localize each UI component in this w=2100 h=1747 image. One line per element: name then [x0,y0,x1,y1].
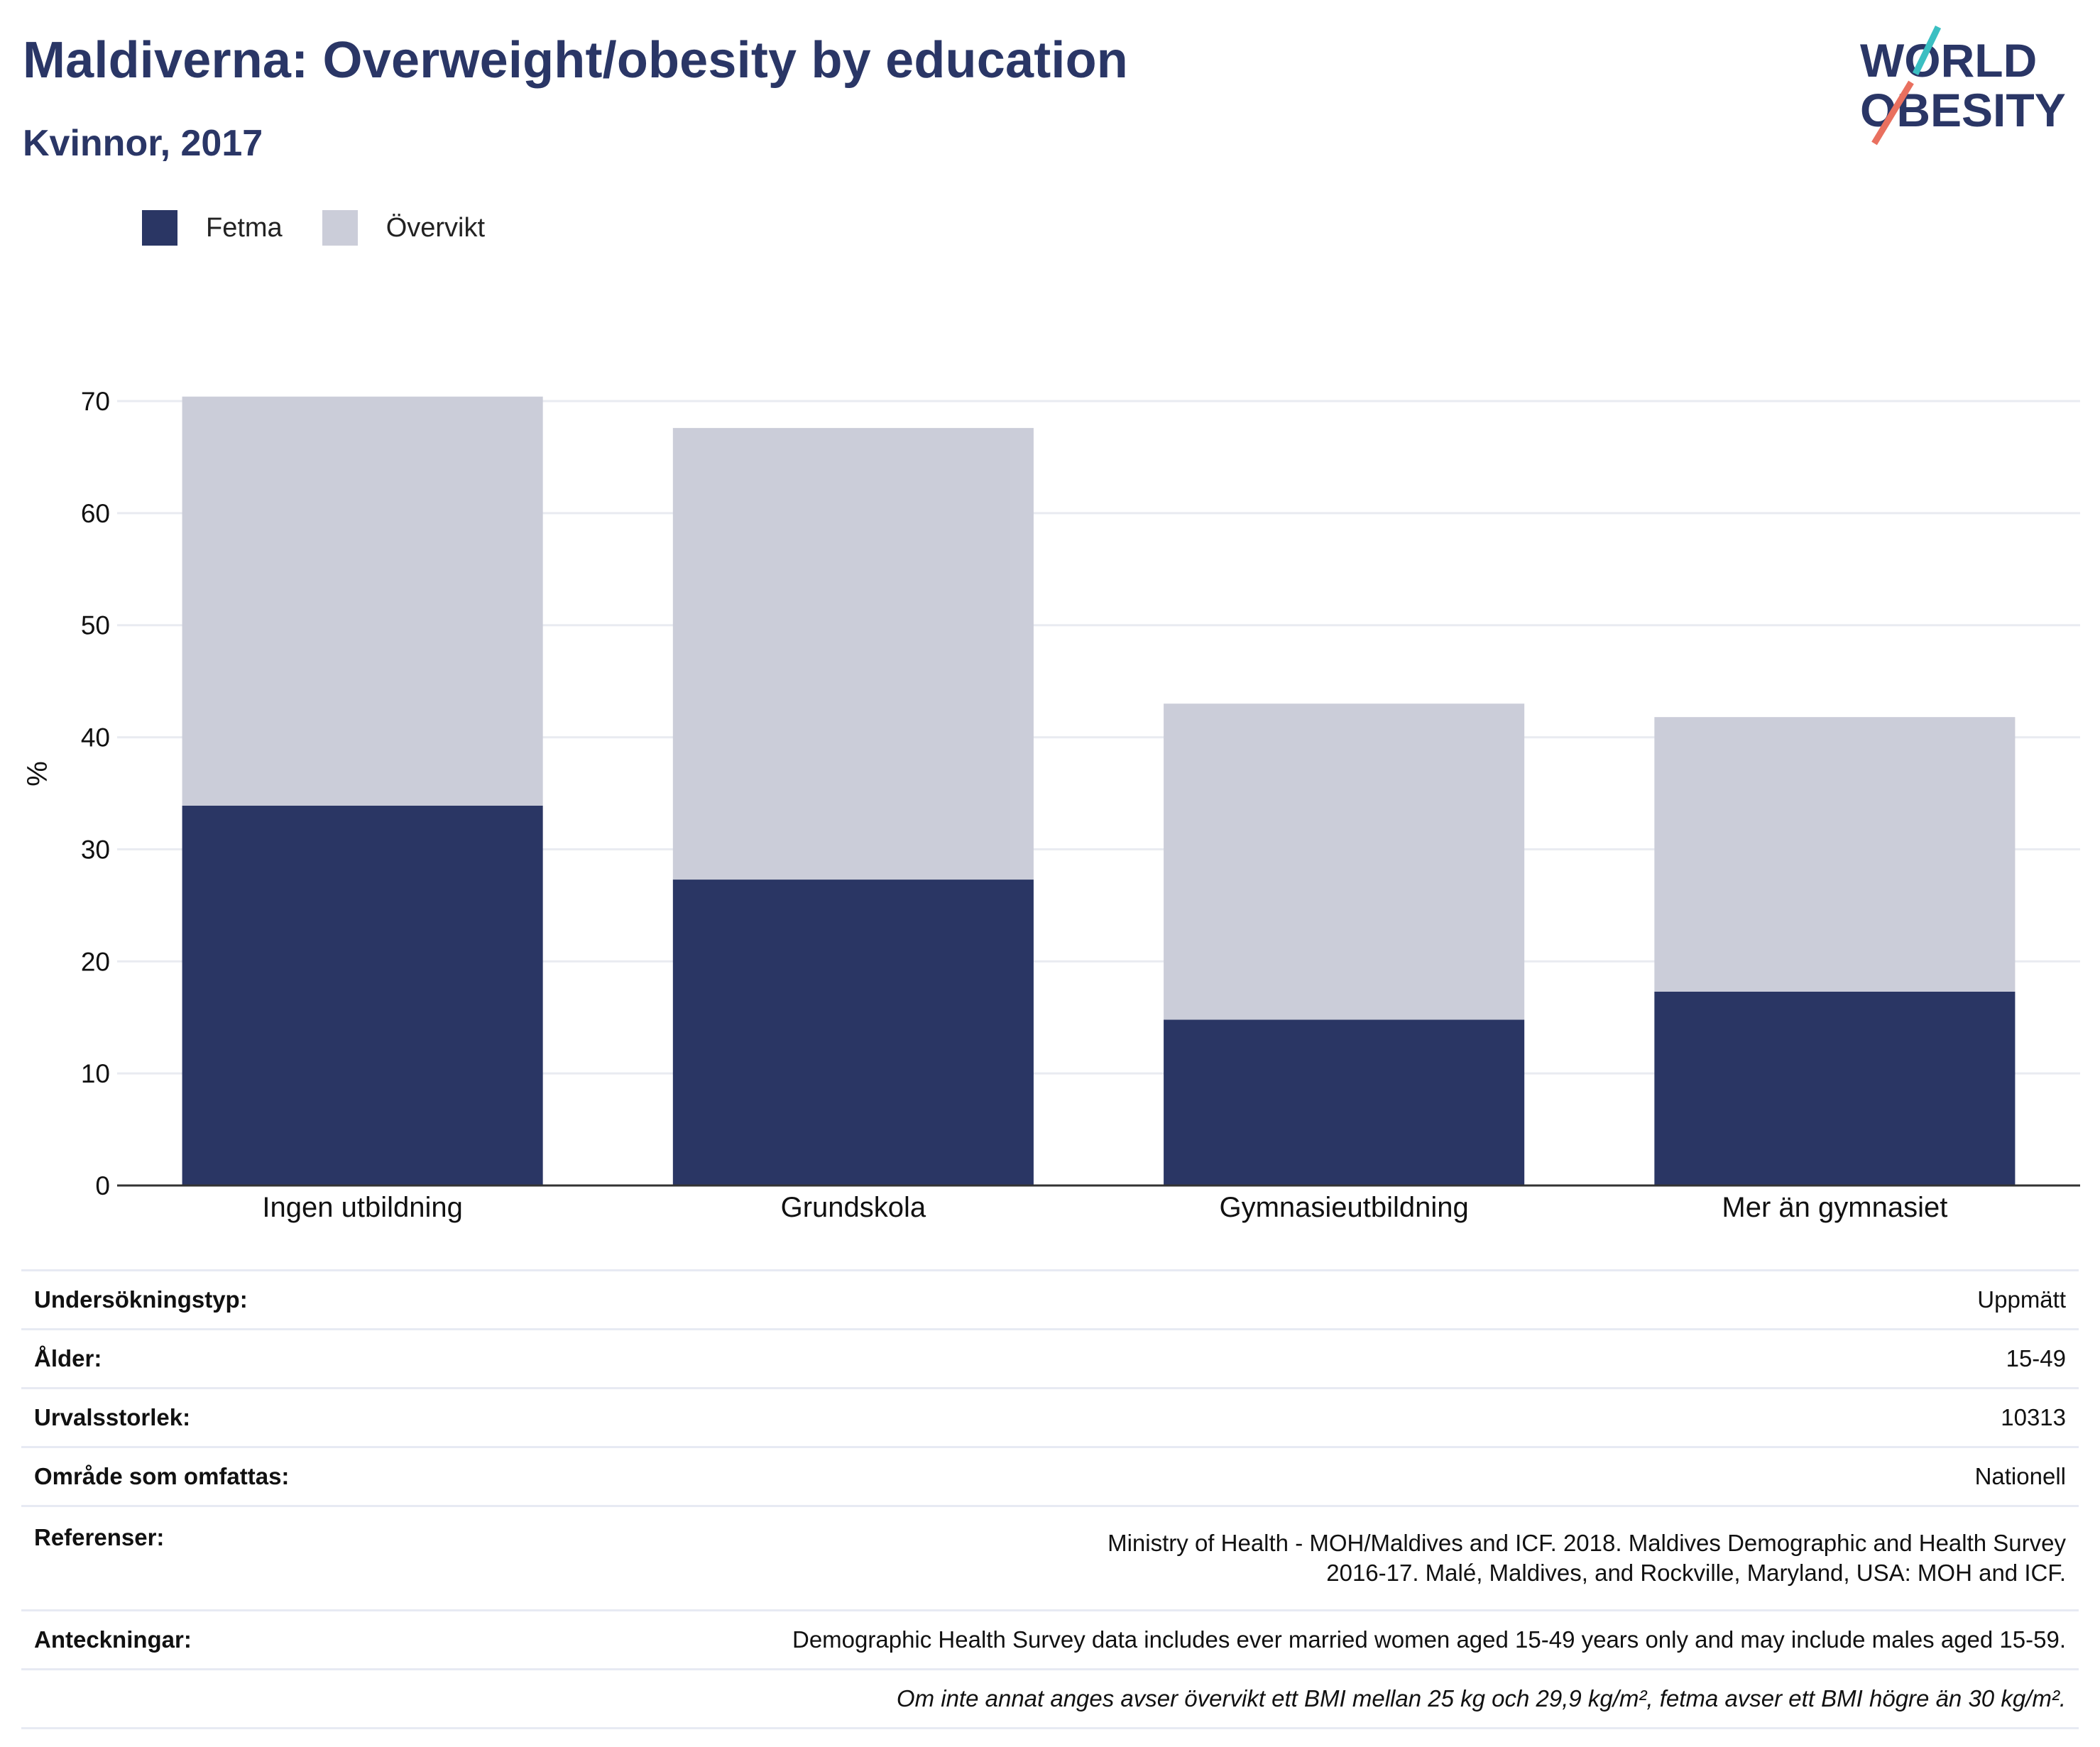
y-axis-label: % [22,761,53,787]
x-axis-ticks: Ingen utbildning Grundskola Gymnasieutbild… [262,1192,1947,1223]
x-tick-label: Gymnasieutbildning [1219,1192,1468,1223]
info-row-footnote: Om inte annat anges avser övervikt ett B… [21,1668,2079,1729]
info-label: Område som omfattas: [21,1446,544,1506]
legend-swatch-overvikt [322,210,358,246]
chart-title: Maldiverna: Overweight/obesity by educat… [23,32,1128,89]
logo-slash-coral [1871,80,1914,146]
chart-legend: Fetma Övervikt [142,210,525,246]
footnote: Om inte annat anges avser övervikt ett B… [544,1668,2079,1729]
y-axis-ticks: 0 10 20 30 40 50 60 70 [81,387,110,1200]
y-tick-label: 20 [81,947,110,976]
legend-swatch-fetma [142,210,177,246]
legend-label-fetma: Fetma [206,212,283,243]
legend-item-overvikt[interactable]: Övervikt [322,210,485,246]
info-value: Ministry of Health - MOH/Maldives and IC… [544,1505,2079,1611]
info-value: 15-49 [544,1328,2079,1389]
y-tick-label: 40 [81,723,110,752]
y-tick-label: 60 [81,499,110,528]
bar-overvikt[interactable] [672,427,1034,880]
info-row-age: Ålder: 15-49 [21,1328,2079,1389]
info-label: Referenser: [21,1505,544,1611]
info-label: Urvalsstorlek: [21,1387,544,1447]
chart-subtitle: Kvinnor, 2017 [23,123,263,164]
stacked-bar-chart: 0 10 20 30 40 50 60 70 Ingen utbildning Grundsko… [22,387,2080,1223]
x-tick-label: Ingen utbildning [262,1192,462,1223]
info-label: Ålder: [21,1328,544,1389]
y-tick-label: 30 [81,835,110,864]
y-tick-label: 70 [81,387,110,416]
bar-fetma[interactable] [672,880,1034,1185]
legend-label-overvikt: Övervikt [385,212,486,243]
y-tick-label: 50 [81,611,110,640]
logo-text-world: WORLD [1860,34,2037,87]
bar-overvikt[interactable] [1164,703,1525,1020]
info-row-sample-size: Urvalsstorlek: 10313 [21,1387,2079,1447]
info-label: Anteckningar: [21,1609,544,1670]
info-table: Undersökningstyp: Uppmätt Ålder: 15-49 U… [21,1269,2079,1729]
y-tick-label: 0 [95,1171,110,1200]
info-value: Demographic Health Survey data includes … [544,1609,2079,1670]
logo-slash-teal [1912,26,1942,75]
info-label: Undersökningstyp: [21,1269,544,1330]
info-row-references: Referenser: Ministry of Health - MOH/Mal… [21,1505,2079,1611]
bar-fetma[interactable] [1164,1019,1525,1185]
x-tick-label: Grundskola [781,1192,926,1223]
legend-item-fetma[interactable]: Fetma [142,210,283,246]
world-obesity-logo: WORLD OBESITY [1860,26,2066,146]
info-row-survey-type: Undersökningstyp: Uppmätt [21,1269,2079,1330]
info-row-notes: Anteckningar: Demographic Health Survey … [21,1609,2079,1670]
bar-overvikt[interactable] [1654,717,2016,992]
x-tick-label: Mer än gymnasiet [1722,1192,1947,1223]
info-value: Nationell [544,1446,2079,1506]
bar-fetma[interactable] [182,805,543,1185]
info-row-area: Område som omfattas: Nationell [21,1446,2079,1506]
bars [182,396,2016,1185]
info-value: Uppmätt [544,1269,2079,1330]
bar-overvikt[interactable] [182,396,543,806]
info-value: 10313 [544,1387,2079,1447]
bar-fetma[interactable] [1654,991,2016,1185]
y-tick-label: 10 [81,1059,110,1088]
